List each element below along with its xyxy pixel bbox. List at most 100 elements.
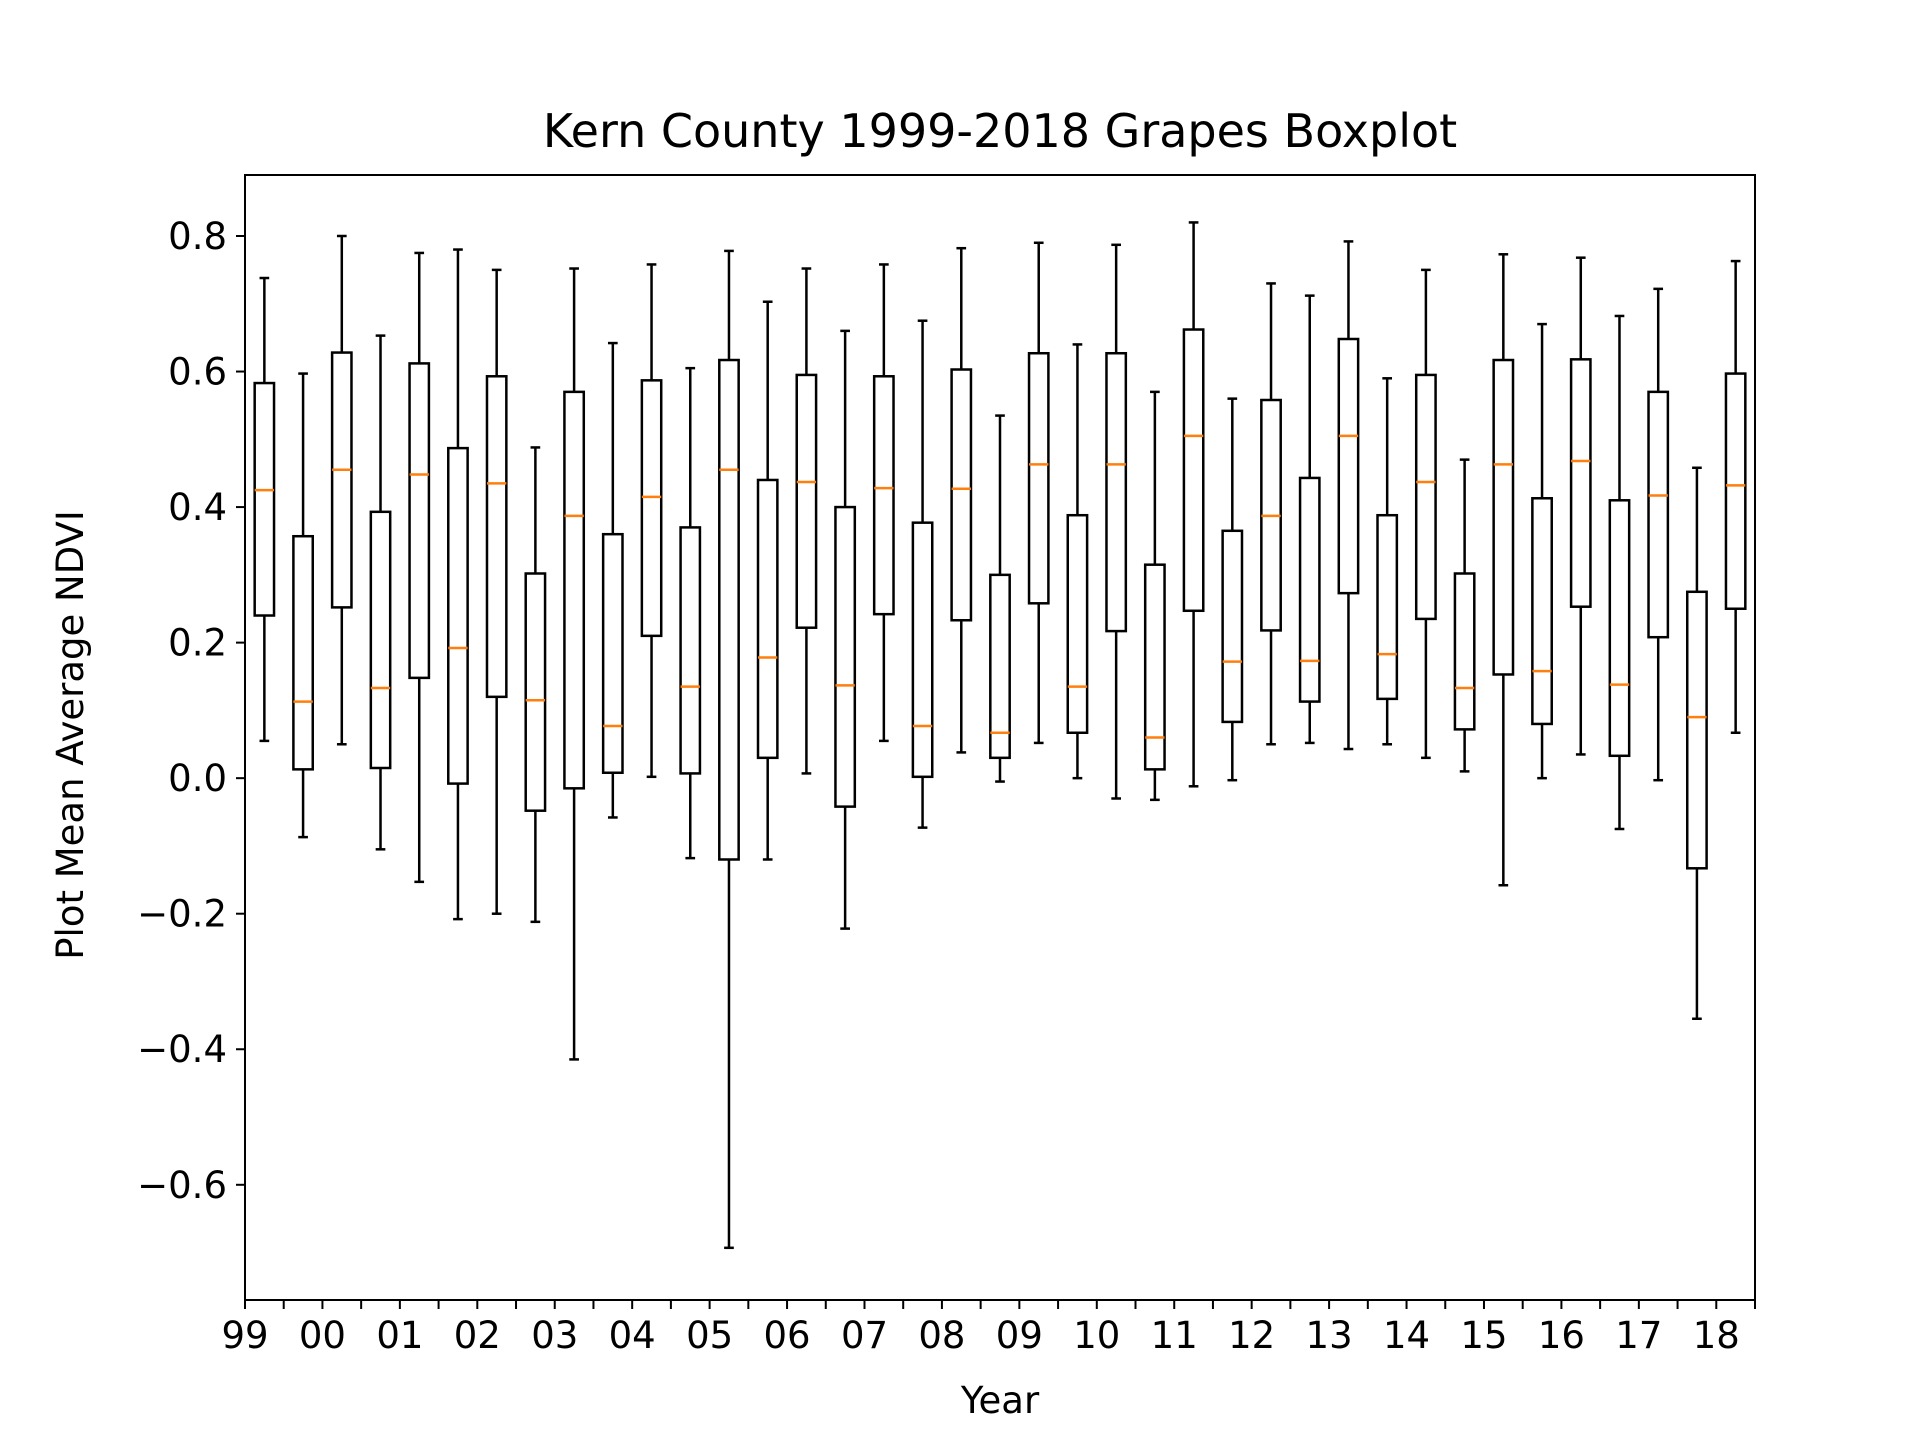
- iqr-box: [1337, 337, 1360, 595]
- box-group: [1724, 259, 1747, 735]
- box-group: [718, 249, 740, 1250]
- x-tick-label: 00: [299, 1314, 346, 1357]
- iqr-box: [1376, 513, 1399, 701]
- box-group: [640, 263, 663, 779]
- box-group: [1569, 256, 1592, 756]
- x-tick-label: 17: [1615, 1314, 1662, 1357]
- box-group: [485, 268, 508, 915]
- x-tick-label: 05: [686, 1314, 733, 1357]
- x-tick-label: 02: [454, 1314, 501, 1357]
- iqr-box: [447, 446, 469, 785]
- iqr-box: [524, 572, 547, 812]
- box-group: [1685, 466, 1708, 1020]
- y-tick-label: −0.4: [137, 1028, 227, 1071]
- chart-title: Kern County 1999-2018 Grapes Boxplot: [543, 104, 1457, 158]
- x-tick-label: 13: [1306, 1314, 1353, 1357]
- x-tick-label: 15: [1460, 1314, 1507, 1357]
- x-tick-label: 07: [841, 1314, 888, 1357]
- iqr-box: [640, 379, 663, 638]
- x-tick-label: 03: [531, 1314, 578, 1357]
- iqr-box: [989, 573, 1011, 760]
- y-tick-label: 0.2: [168, 622, 227, 665]
- x-tick-label: 04: [609, 1314, 656, 1357]
- box-group: [1182, 221, 1205, 788]
- iqr-box: [1414, 373, 1437, 621]
- iqr-box: [795, 373, 818, 629]
- x-tick-label: 16: [1538, 1314, 1585, 1357]
- box-group: [911, 319, 934, 829]
- box-group: [1453, 458, 1476, 773]
- x-axis: 99 00 01 02 03 04 05 06 07 08 09 10 11 12 13 14 15 16 17 18: [221, 1300, 1756, 1357]
- iqr-box: [1608, 499, 1631, 758]
- box-group: [950, 246, 973, 754]
- iqr-box: [834, 505, 857, 808]
- iqr-box: [1685, 590, 1708, 870]
- x-tick-label: 18: [1693, 1314, 1740, 1357]
- box-group: [1531, 322, 1553, 780]
- box-group: [1066, 343, 1089, 780]
- x-tick-label: 08: [918, 1314, 965, 1357]
- box-group: [989, 414, 1011, 783]
- box-group: [1608, 314, 1631, 831]
- y-tick-label: −0.2: [137, 893, 227, 936]
- iqr-box: [1724, 372, 1747, 610]
- box-group: [369, 334, 392, 851]
- x-tick-label: 10: [1073, 1314, 1120, 1357]
- box-group: [1376, 377, 1399, 746]
- iqr-box: [1066, 513, 1089, 735]
- iqr-box: [756, 478, 779, 760]
- x-tick-label: 09: [996, 1314, 1043, 1357]
- iqr-box: [369, 510, 392, 770]
- box-group: [292, 372, 315, 839]
- iqr-box: [679, 526, 702, 775]
- iqr-box: [1221, 529, 1244, 724]
- y-tick-label: 0.0: [168, 757, 227, 800]
- iqr-box: [1531, 497, 1553, 726]
- iqr-box: [1182, 328, 1205, 613]
- box-group: [679, 366, 702, 860]
- iqr-box: [872, 375, 895, 616]
- iqr-box: [1298, 476, 1321, 703]
- y-tick-label: 0.8: [168, 215, 227, 258]
- box-group: [1221, 397, 1244, 782]
- iqr-box: [1105, 351, 1128, 633]
- iqr-box: [1143, 563, 1166, 771]
- x-tick-label: 99: [221, 1314, 268, 1357]
- x-tick-label: 14: [1383, 1314, 1430, 1357]
- iqr-box: [253, 381, 276, 617]
- box-group: [834, 329, 857, 930]
- box-group: [1492, 253, 1515, 887]
- box-group: [1647, 287, 1670, 782]
- box-group: [1414, 268, 1437, 760]
- iqr-box: [292, 534, 315, 771]
- box-series: [253, 221, 1747, 1250]
- iqr-box: [601, 532, 624, 774]
- iqr-box: [950, 368, 973, 622]
- y-axis: 0.8 0.6 0.4 0.2 0.0 −0.2 −0.4 −0.6: [137, 215, 245, 1207]
- y-tick-label: 0.4: [168, 486, 227, 529]
- x-tick-label: 06: [764, 1314, 811, 1357]
- iqr-box: [1453, 572, 1476, 731]
- x-tick-label: 12: [1228, 1314, 1275, 1357]
- x-axis-label: Year: [960, 1379, 1040, 1422]
- x-tick-label: 11: [1151, 1314, 1198, 1357]
- iqr-box: [1569, 358, 1592, 608]
- y-tick-label: −0.6: [137, 1164, 227, 1207]
- iqr-box: [718, 358, 740, 861]
- iqr-box: [1647, 390, 1670, 639]
- box-group: [1027, 241, 1050, 745]
- box-group: [872, 263, 895, 743]
- box-group: [1143, 390, 1166, 802]
- box-group: [1105, 243, 1128, 800]
- box-group: [330, 234, 353, 746]
- box-group: [756, 300, 779, 861]
- box-group: [795, 267, 818, 775]
- x-tick-label: 01: [376, 1314, 423, 1357]
- box-group: [1337, 240, 1360, 751]
- iqr-box: [1027, 351, 1050, 605]
- iqr-box: [1492, 358, 1515, 676]
- y-tick-label: 0.6: [168, 351, 227, 394]
- box-group: [447, 248, 469, 921]
